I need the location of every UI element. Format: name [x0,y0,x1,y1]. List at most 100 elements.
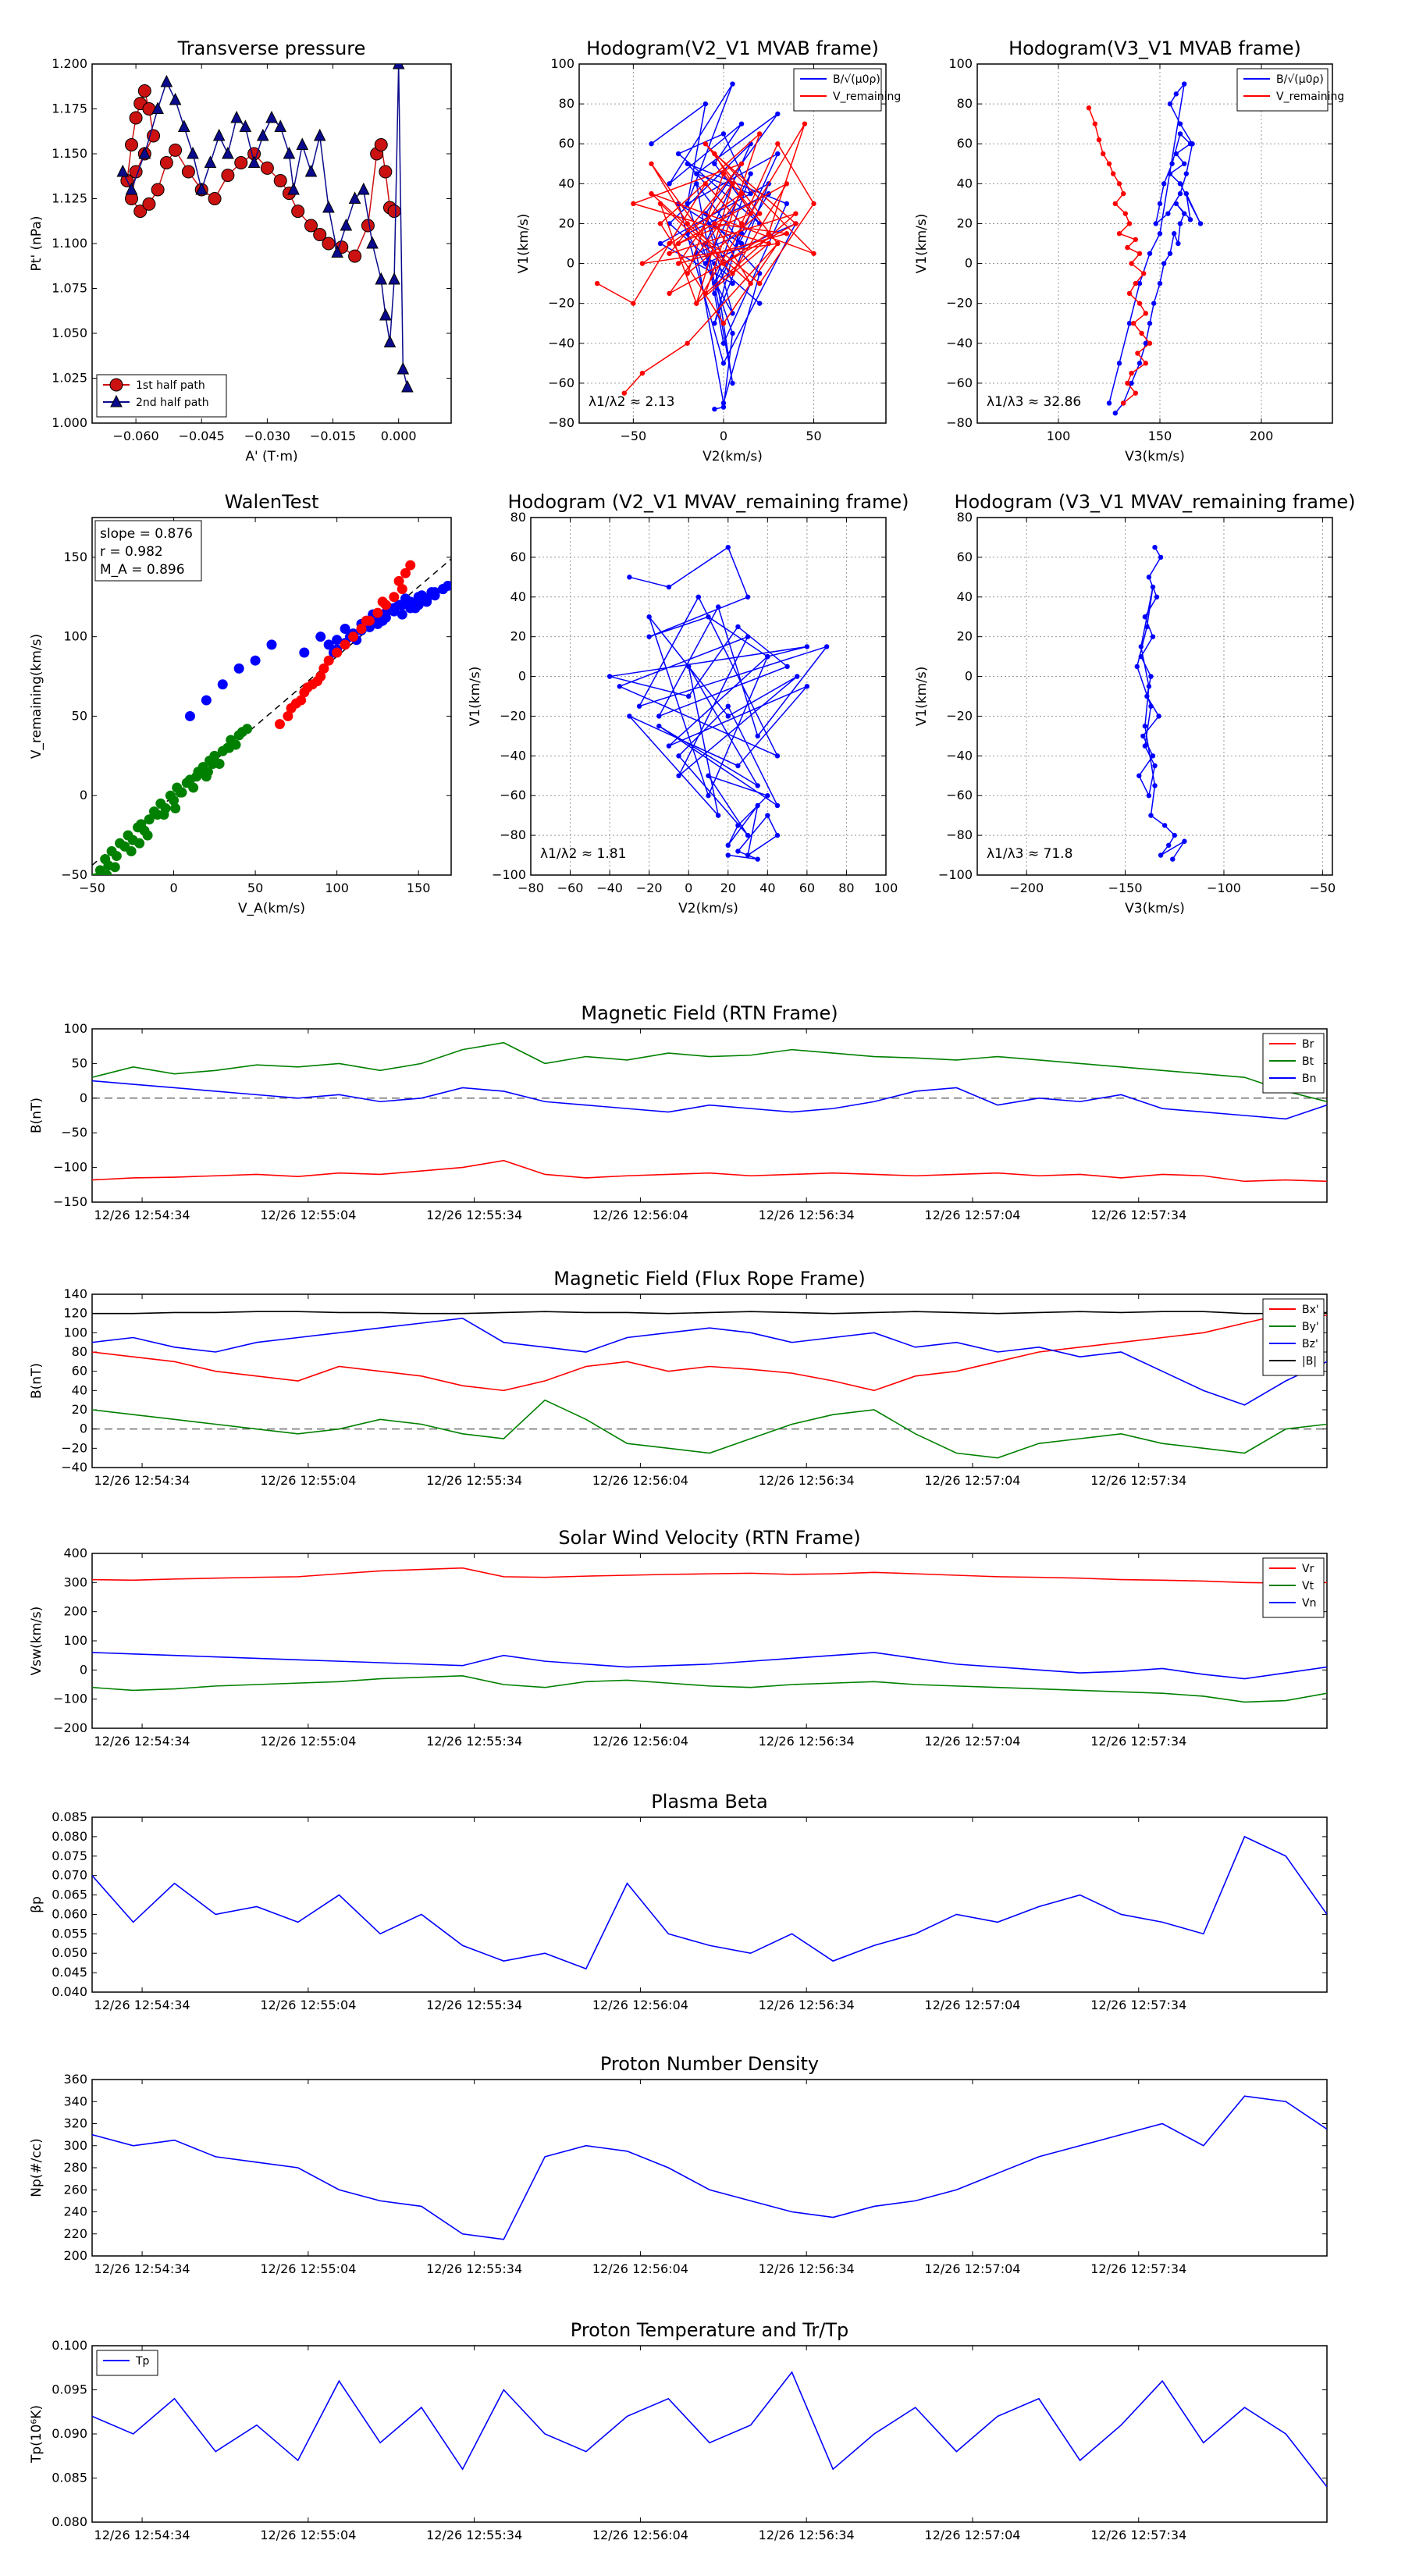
plot-area [92,1835,1327,1970]
data-point [1158,852,1164,858]
data-point [1173,151,1179,157]
series--b- [92,1311,1327,1315]
plot-area [1134,544,1187,862]
data-point [1134,664,1140,670]
data-point [738,221,745,226]
data-point [400,593,411,604]
x-tick-label: 12/26 12:56:04 [592,1998,688,2012]
legend-label: V_remaining [1276,91,1344,103]
data-point [217,679,228,690]
data-point [686,664,692,670]
panel-walen_test: −50 0 50 100 150 −50 0 50 100 150 WalenTest V_A(km/… [29,491,452,916]
data-point [221,169,235,183]
x-tick-label: 12/26 12:55:04 [260,1208,356,1222]
x-tick-label: 12/26 12:56:34 [759,2261,855,2276]
data-point [811,251,816,256]
legend-label: B/√(μ0ρ) [1276,73,1324,86]
y-tick-label: 100 [550,56,574,71]
data-point [715,813,721,818]
y-tick-label: 0.080 [52,2514,87,2529]
y-tick-label: −50 [61,1125,87,1140]
data-point [748,211,753,216]
x-axis-label: V3(km/s) [1125,449,1185,464]
x-tick-label: 150 [1148,429,1172,443]
data-point [1106,161,1112,166]
plot-area [92,1311,1327,1459]
chart-title: Magnetic Field (RTN Frame) [581,1002,838,1024]
panel-hodogram_v3v1_mvav: −200 −150 −100 −50−100−80−60−40−20020406080… [914,491,1356,916]
data-point [811,201,816,207]
legend-frame [1262,1298,1325,1376]
data-point [126,845,137,856]
data-point [720,400,727,406]
plot-frame [91,1028,1328,1203]
data-point [361,219,375,233]
y-tick-label: 0.100 [52,2338,87,2353]
data-point [1151,301,1157,306]
data-point [735,823,741,828]
data-point [125,182,138,195]
y-tick-label: −100 [53,1692,87,1706]
data-point [774,832,781,838]
data-point [372,607,383,618]
legend-label: Vr [1302,1563,1314,1575]
legend: B/√(μ0ρ) V_remaining [1236,68,1344,112]
data-point [667,240,672,247]
data-point [1157,280,1163,286]
data-point [1152,544,1158,550]
data-point [676,753,681,759]
x-tick-label: 12/26 12:56:04 [592,1208,688,1222]
data-point [181,165,195,179]
data-point [631,201,636,207]
x-tick-label: 200 [1250,429,1274,443]
data-point [702,141,709,147]
data-point [1152,763,1158,769]
data-point [685,221,690,226]
data-point [657,201,663,207]
data-point [410,603,421,614]
data-point [775,141,781,147]
data-point [694,181,699,187]
x-tick-label: 12/26 12:57:34 [1090,1208,1186,1222]
y-axis-label: B(nT) [29,1098,44,1133]
y-tick-label: 0 [965,669,973,684]
series-vt [92,1674,1327,1703]
data-point [756,131,763,137]
legend-label: Bt [1302,1055,1314,1068]
data-point [401,379,414,393]
data-point [656,723,662,729]
y-tick-label: 300 [63,1574,87,1589]
data-point [151,183,165,197]
y-tick-label: 0.040 [52,1984,87,1999]
data-point [313,128,326,141]
data-point [1146,575,1152,580]
y-tick-label: 100 [63,1633,87,1648]
data-point [340,639,350,650]
y-tick-label: −40 [500,748,526,763]
y-tick-label: 80 [510,510,526,525]
data-point [631,301,636,306]
data-point [823,644,830,649]
data-point [222,146,234,159]
y-tick-label: 100 [63,1021,87,1036]
data-point [1157,231,1163,237]
data-point [1176,240,1181,247]
data-point [1177,221,1183,226]
data-point [774,753,781,759]
data-point [712,161,717,166]
data-point [666,743,672,749]
data-point [1169,161,1175,166]
legend-label: Br [1302,1038,1314,1051]
series-1st-half-path [120,84,401,263]
x-tick-label: 12/26 12:57:34 [1090,2261,1186,2276]
data-point [170,803,181,814]
data-point [332,647,343,658]
data-point [133,205,148,219]
data-point [1150,584,1156,590]
x-tick-label: 60 [799,881,815,895]
data-point [1136,773,1142,778]
data-point [725,842,731,849]
data-point [331,245,343,258]
data-point [397,584,407,595]
data-point [712,221,717,226]
